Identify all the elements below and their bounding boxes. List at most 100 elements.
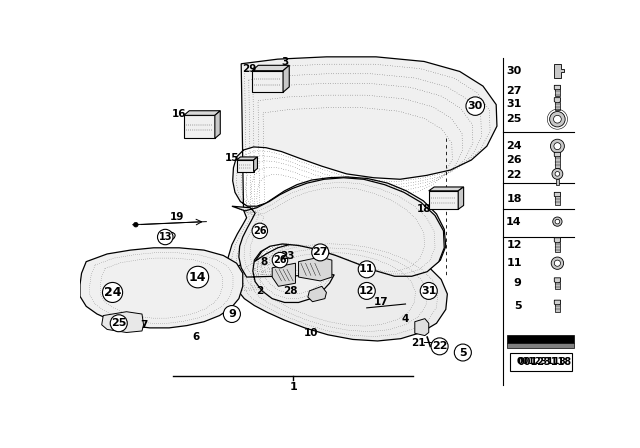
Circle shape bbox=[553, 217, 562, 226]
Text: 5: 5 bbox=[459, 348, 467, 358]
Polygon shape bbox=[555, 196, 560, 205]
FancyBboxPatch shape bbox=[510, 353, 572, 371]
Text: 26: 26 bbox=[506, 155, 522, 165]
Text: 29: 29 bbox=[242, 64, 256, 74]
Text: 8: 8 bbox=[261, 257, 268, 267]
Polygon shape bbox=[429, 187, 463, 191]
Circle shape bbox=[252, 223, 268, 238]
Text: 23: 23 bbox=[280, 250, 295, 260]
Polygon shape bbox=[556, 179, 559, 185]
Text: 22: 22 bbox=[432, 341, 447, 351]
Polygon shape bbox=[458, 187, 463, 209]
Polygon shape bbox=[507, 343, 575, 348]
Text: 31: 31 bbox=[506, 99, 522, 109]
Polygon shape bbox=[253, 157, 257, 172]
Text: 30: 30 bbox=[468, 101, 483, 111]
Polygon shape bbox=[102, 312, 143, 332]
Polygon shape bbox=[252, 71, 283, 92]
Polygon shape bbox=[283, 65, 289, 92]
Text: 12: 12 bbox=[359, 286, 374, 296]
Text: 14: 14 bbox=[189, 271, 207, 284]
Polygon shape bbox=[272, 263, 296, 286]
Circle shape bbox=[554, 143, 561, 150]
Circle shape bbox=[358, 282, 375, 299]
Circle shape bbox=[551, 257, 564, 269]
Polygon shape bbox=[298, 257, 332, 281]
Polygon shape bbox=[554, 85, 561, 91]
Text: 25: 25 bbox=[506, 114, 522, 124]
Polygon shape bbox=[554, 64, 564, 78]
Text: 31: 31 bbox=[421, 286, 436, 296]
Polygon shape bbox=[237, 160, 253, 172]
Text: 19: 19 bbox=[170, 212, 184, 222]
Text: 1: 1 bbox=[289, 382, 297, 392]
Circle shape bbox=[554, 260, 561, 266]
Text: 12: 12 bbox=[506, 240, 522, 250]
Polygon shape bbox=[554, 300, 561, 306]
Polygon shape bbox=[232, 178, 444, 302]
Circle shape bbox=[431, 338, 448, 355]
Circle shape bbox=[554, 115, 561, 123]
Polygon shape bbox=[252, 65, 289, 71]
Polygon shape bbox=[415, 319, 429, 336]
Circle shape bbox=[555, 220, 560, 224]
Polygon shape bbox=[237, 157, 257, 160]
Circle shape bbox=[223, 306, 241, 323]
Text: 5: 5 bbox=[514, 302, 522, 311]
Circle shape bbox=[157, 229, 173, 245]
Polygon shape bbox=[555, 102, 560, 110]
Text: 24: 24 bbox=[506, 141, 522, 151]
Polygon shape bbox=[184, 116, 215, 138]
Text: 26: 26 bbox=[253, 226, 266, 236]
Circle shape bbox=[134, 222, 138, 227]
Text: 6: 6 bbox=[193, 332, 200, 342]
Polygon shape bbox=[555, 156, 560, 168]
Circle shape bbox=[420, 282, 437, 299]
Text: 26: 26 bbox=[273, 255, 287, 265]
Text: 28: 28 bbox=[284, 286, 298, 296]
Polygon shape bbox=[554, 192, 561, 198]
Text: 30: 30 bbox=[506, 66, 522, 76]
Circle shape bbox=[187, 266, 209, 288]
Circle shape bbox=[454, 344, 472, 361]
Circle shape bbox=[272, 252, 288, 268]
Polygon shape bbox=[554, 152, 561, 159]
Text: 10: 10 bbox=[304, 327, 318, 337]
Text: 2: 2 bbox=[256, 286, 264, 296]
Polygon shape bbox=[555, 89, 560, 96]
Text: 27: 27 bbox=[506, 86, 522, 96]
Text: 3: 3 bbox=[282, 57, 289, 67]
Text: 11: 11 bbox=[359, 264, 374, 274]
Circle shape bbox=[358, 261, 375, 278]
Text: 9: 9 bbox=[514, 278, 522, 288]
Text: 9: 9 bbox=[228, 309, 236, 319]
Polygon shape bbox=[184, 111, 220, 116]
Text: 00123118: 00123118 bbox=[518, 357, 572, 367]
Circle shape bbox=[550, 112, 565, 127]
Text: 00123118: 00123118 bbox=[516, 357, 566, 366]
Text: 18: 18 bbox=[506, 194, 522, 203]
Text: 14: 14 bbox=[506, 217, 522, 227]
Text: 15: 15 bbox=[225, 154, 239, 164]
Polygon shape bbox=[429, 191, 458, 209]
Circle shape bbox=[312, 244, 329, 261]
Polygon shape bbox=[554, 238, 561, 244]
Text: 4: 4 bbox=[402, 314, 409, 323]
Polygon shape bbox=[555, 282, 560, 289]
Circle shape bbox=[555, 172, 560, 176]
Text: 27: 27 bbox=[312, 247, 328, 258]
Text: 13: 13 bbox=[159, 232, 172, 242]
Polygon shape bbox=[215, 111, 220, 138]
Text: 18: 18 bbox=[417, 204, 431, 214]
Text: 17: 17 bbox=[373, 297, 388, 307]
Polygon shape bbox=[80, 248, 243, 328]
Text: 24: 24 bbox=[104, 286, 122, 299]
Circle shape bbox=[552, 168, 563, 179]
Polygon shape bbox=[235, 240, 447, 341]
Text: 11: 11 bbox=[506, 258, 522, 268]
Polygon shape bbox=[507, 335, 575, 343]
Circle shape bbox=[102, 282, 123, 302]
Polygon shape bbox=[554, 98, 561, 104]
Text: 16: 16 bbox=[172, 109, 186, 119]
Circle shape bbox=[110, 315, 127, 332]
